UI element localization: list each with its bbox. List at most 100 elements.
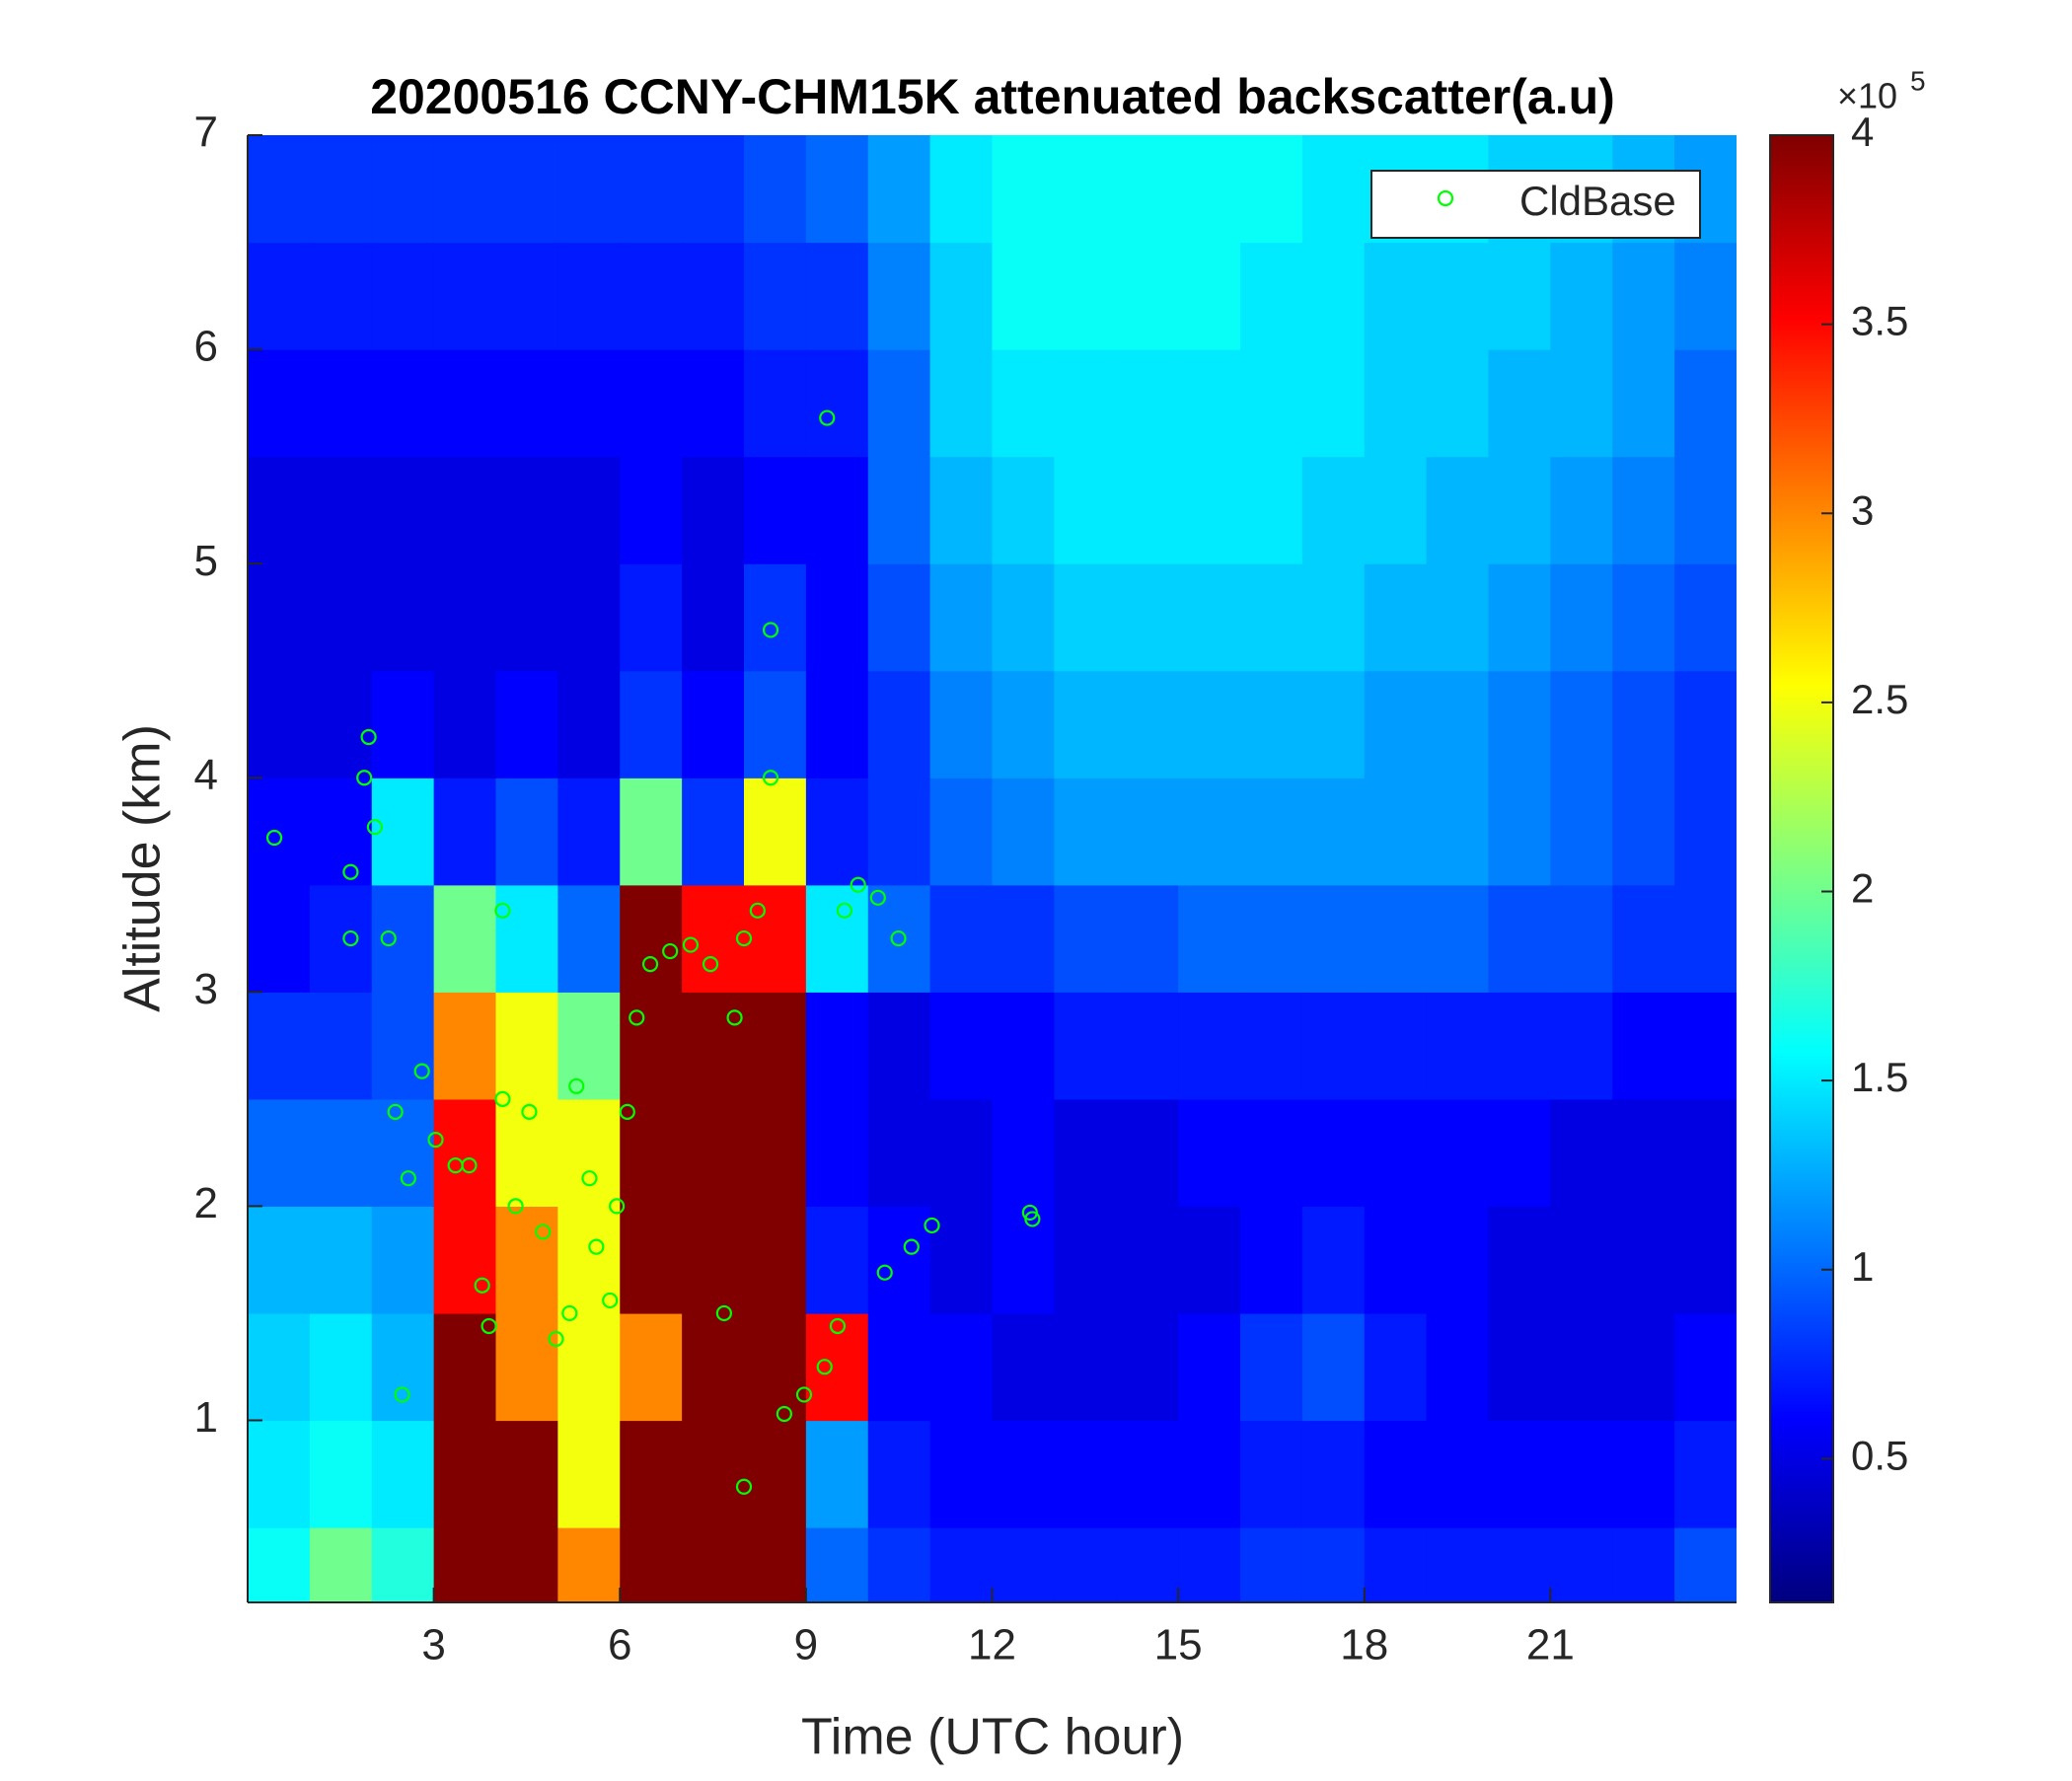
heat-cell [1054, 670, 1117, 779]
heat-cell [495, 992, 558, 1100]
heat-cell [867, 1527, 931, 1602]
heat-cell [867, 1206, 931, 1314]
y-tick-label: 4 [194, 751, 218, 799]
heat-cell [929, 349, 994, 458]
cloud-base-point [494, 902, 511, 919]
heat-cell [1364, 242, 1428, 350]
heat-cell [1240, 135, 1303, 244]
heat-cell [433, 992, 497, 1100]
colorbar-multiplier: ×10 [1837, 76, 1897, 116]
heat-cell [744, 456, 807, 564]
heat-cell [1116, 1206, 1179, 1314]
heat-cell [1054, 1098, 1117, 1208]
heat-cell [309, 563, 373, 672]
heat-cell [248, 349, 311, 458]
heat-cell [1674, 1420, 1737, 1528]
cloud-base-point [1024, 1211, 1041, 1227]
heat-cell [929, 884, 994, 993]
heat-cell [1550, 1206, 1613, 1314]
heat-cell [682, 135, 745, 244]
heat-cell [929, 456, 994, 564]
heat-cell [1550, 992, 1613, 1100]
heat-cell [309, 992, 373, 1100]
heat-cell [992, 1312, 1055, 1422]
heat-cell [1674, 456, 1737, 564]
heat-cell [1054, 349, 1117, 458]
heat-cell [867, 242, 931, 350]
heat-cell [805, 1420, 869, 1528]
heat-cell [929, 563, 994, 672]
heat-cell [1364, 1206, 1428, 1314]
cloud-base-point [461, 1157, 478, 1174]
heat-cell [433, 1312, 497, 1422]
heat-cell [1426, 563, 1490, 672]
cloud-base-point [836, 902, 852, 919]
heat-cell [1612, 778, 1675, 886]
heat-cell [1364, 1420, 1428, 1528]
heat-cell [1054, 1312, 1117, 1422]
heat-cell [682, 563, 745, 672]
heat-cell [1301, 456, 1366, 564]
heat-cell [1488, 456, 1551, 564]
cloud-base-point [481, 1317, 497, 1335]
heat-cell [248, 1312, 311, 1422]
heat-cell [495, 778, 558, 886]
heat-cell [992, 242, 1055, 350]
heat-cell [1612, 1527, 1675, 1602]
heat-cell [1550, 1098, 1613, 1208]
heat-cell [1364, 1312, 1428, 1422]
heat-cell [557, 992, 621, 1100]
heat-cell [557, 349, 621, 458]
heat-cell [1301, 1420, 1366, 1528]
heat-cell [992, 349, 1055, 458]
heat-cell [1178, 1206, 1241, 1314]
heat-cell [1488, 992, 1551, 1100]
heat-cell [992, 670, 1055, 779]
cloud-base-point [749, 902, 766, 919]
heat-cell [1178, 778, 1241, 886]
heat-cell [992, 884, 1055, 993]
heat-cell [248, 242, 311, 350]
heat-cell [495, 135, 558, 244]
cloud-base-point [548, 1330, 564, 1348]
cloud-base-point [924, 1217, 940, 1234]
cloud-base-point [427, 1132, 444, 1149]
heat-cell [371, 456, 435, 564]
heat-cell [309, 1420, 373, 1528]
cloud-base-point [380, 929, 397, 947]
heat-cell [682, 992, 745, 1100]
heat-cell [1550, 349, 1613, 458]
heat-cell [1674, 1098, 1737, 1208]
heat-cell [1301, 1206, 1366, 1314]
heat-cell [620, 670, 683, 779]
heat-cell [309, 1206, 373, 1314]
heat-cell [1054, 778, 1117, 886]
heat-cell [1116, 563, 1179, 672]
y-tick-label: 1 [194, 1393, 218, 1442]
heat-cell [1612, 563, 1675, 672]
heat-cell [309, 1527, 373, 1602]
cloud-base-point [400, 1170, 416, 1187]
cloud-base-point [356, 770, 373, 786]
heat-cell [1116, 884, 1179, 993]
heat-cell [1612, 884, 1675, 993]
heat-cell [433, 1527, 497, 1602]
x-tick-label: 21 [1526, 1621, 1575, 1670]
heat-cell [682, 1420, 745, 1528]
heat-cell [371, 1098, 435, 1208]
heat-cell [805, 135, 869, 244]
heat-cell [309, 1312, 373, 1422]
cloud-base-point [568, 1077, 585, 1094]
cloud-base-point [394, 1386, 410, 1403]
cloud-base-point [641, 956, 659, 973]
heat-cell [620, 1206, 683, 1314]
heat-cell [867, 349, 931, 458]
heat-cell [371, 1206, 435, 1314]
heat-cell [867, 563, 931, 672]
cloud-base-point [702, 956, 719, 973]
heat-cell [1426, 884, 1490, 993]
cloud-base-point [609, 1198, 626, 1215]
colorbar-tick-label: 3.5 [1851, 298, 1908, 344]
heat-cell [371, 778, 435, 886]
heat-cell [682, 1527, 745, 1602]
